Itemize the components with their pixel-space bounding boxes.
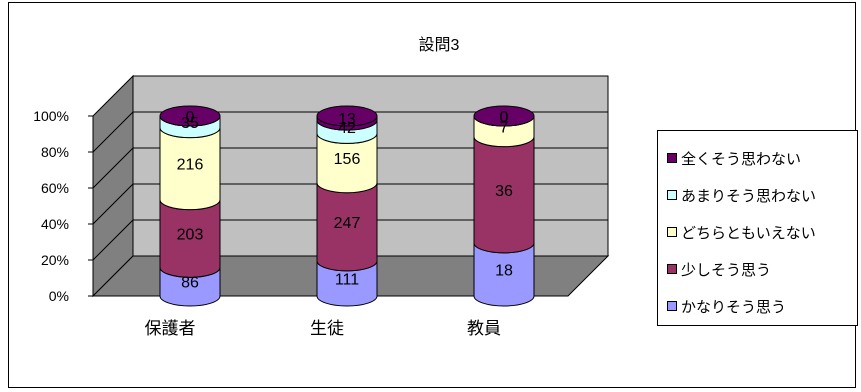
- legend-swatch-series-1: [667, 301, 677, 311]
- bar-top-cap: [473, 105, 535, 127]
- y-tick-label: 100%: [33, 108, 69, 124]
- data-label: 36: [495, 183, 513, 200]
- data-label: 247: [334, 215, 361, 232]
- y-tick-label: 0%: [49, 288, 69, 304]
- y-tick-label: 40%: [41, 216, 69, 232]
- y-tick-label: 60%: [41, 180, 69, 196]
- gridline: [92, 147, 608, 189]
- data-label: 111: [335, 271, 359, 288]
- legend-item-series-1: かなりそう思う: [667, 296, 786, 316]
- data-label: 0: [186, 109, 195, 126]
- legend-item-series-4: あまりそう思わない: [667, 185, 816, 205]
- gridline: [92, 219, 608, 261]
- data-label: 7: [500, 119, 509, 136]
- legend-item-series-3: どちらともいえない: [667, 222, 816, 242]
- legend-item-series-5: 全くそう思わない: [667, 148, 801, 168]
- gridline: [92, 111, 608, 153]
- x-tick-label: 教員: [467, 319, 501, 338]
- legend-swatch-series-4: [667, 190, 677, 200]
- chart-title: 設問3: [419, 36, 460, 54]
- y-tick-label: 20%: [41, 252, 69, 268]
- x-tick-label: 生徒: [310, 319, 344, 338]
- data-label: 13: [338, 111, 356, 128]
- legend-swatch-series-5: [667, 153, 677, 163]
- y-tick-label: 80%: [41, 144, 69, 160]
- legend-label-series-4: あまりそう思わない: [681, 187, 817, 205]
- data-label: 156: [334, 151, 361, 168]
- data-label: 0: [500, 109, 509, 126]
- data-label: 18: [495, 262, 513, 279]
- legend-swatch-series-2: [667, 264, 677, 274]
- data-label: 203: [177, 227, 204, 244]
- data-label: 216: [177, 157, 204, 174]
- legend-item-series-2: 少しそう思う: [667, 259, 771, 279]
- legend-swatch-series-3: [667, 227, 677, 237]
- data-label: 35: [181, 115, 199, 132]
- legend-label-series-5: 全くそう思わない: [681, 150, 802, 168]
- legend-label-series-3: どちらともいえない: [681, 224, 816, 242]
- bar-top-cap: [159, 105, 221, 127]
- data-label: 0: [500, 109, 509, 126]
- bar-top-cap: [316, 105, 378, 127]
- legend-label-series-2: 少しそう思う: [681, 261, 772, 279]
- gridline: [92, 183, 608, 225]
- legend: 全くそう思わない あまりそう思わない どちらともいえない 少しそう思う かなりそ…: [657, 130, 858, 326]
- legend-label-series-1: かなりそう思う: [681, 298, 787, 316]
- data-label: 42: [338, 120, 356, 137]
- data-label: 86: [181, 275, 199, 292]
- x-tick-label: 保護者: [145, 319, 196, 338]
